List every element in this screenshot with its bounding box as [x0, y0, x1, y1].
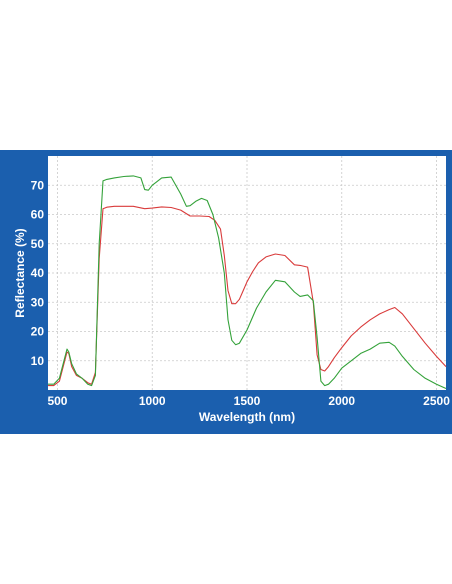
reflectance-chart: 500 1000 1500 2000 2500 10 20 30 40 50 60 70 Wavel… — [13, 156, 450, 424]
x-tick-label: 2500 — [423, 394, 450, 408]
series-line-1 — [48, 205, 447, 387]
x-axis-ticks: 500 1000 1500 2000 2500 — [47, 394, 450, 408]
y-tick-label: 50 — [31, 237, 45, 251]
y-tick-label: 40 — [31, 266, 45, 280]
x-tick-label: 1500 — [234, 394, 261, 408]
y-tick-label: 60 — [31, 208, 45, 222]
x-tick-label: 2000 — [328, 394, 355, 408]
y-tick-label: 30 — [31, 295, 45, 309]
x-axis-title: Wavelength (nm) — [199, 410, 295, 424]
y-tick-label: 20 — [31, 325, 45, 339]
series-line-2 — [48, 175, 447, 390]
grid-lines — [48, 156, 446, 390]
y-axis-ticks: 10 20 30 40 50 60 70 — [31, 178, 45, 368]
chart-panel: 500 1000 1500 2000 2500 10 20 30 40 50 60 70 Wavel… — [0, 150, 452, 434]
y-axis-title: Reflectance (%) — [13, 228, 27, 317]
series-layer — [48, 175, 447, 390]
y-tick-label: 70 — [31, 178, 45, 192]
x-tick-label: 1000 — [139, 394, 166, 408]
y-tick-label: 10 — [31, 354, 45, 368]
x-tick-label: 500 — [47, 394, 67, 408]
